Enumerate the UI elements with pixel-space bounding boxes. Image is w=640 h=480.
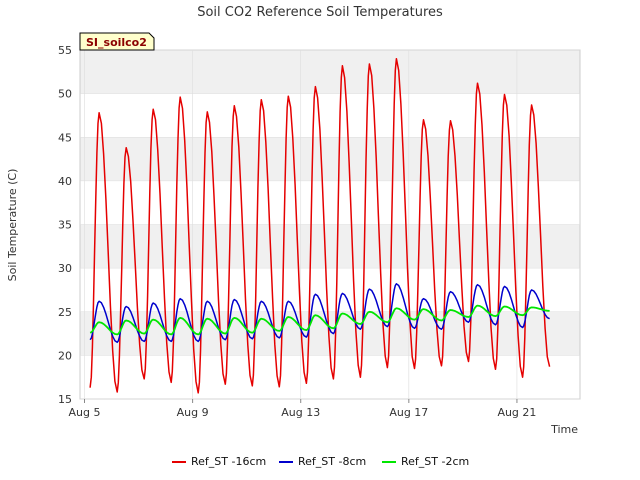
x-tick-label: Aug 5 bbox=[69, 406, 101, 419]
y-tick-label: 50 bbox=[58, 88, 72, 101]
site-badge-box bbox=[79, 32, 155, 51]
y-tick-label: 40 bbox=[58, 175, 72, 188]
legend-label: Ref_ST -2cm bbox=[401, 455, 469, 468]
plot-band bbox=[80, 224, 580, 269]
y-tick-label: 30 bbox=[58, 262, 72, 275]
x-axis-ticks: Aug 5 Aug 9 Aug 13 Aug 17 Aug 21 bbox=[69, 399, 536, 419]
y-axis-label: Soil Temperature (C) bbox=[6, 169, 19, 282]
chart-title: Soil CO2 Reference Soil Temperatures bbox=[197, 5, 443, 20]
y-tick-label: 35 bbox=[58, 219, 72, 232]
x-tick-label: Aug 21 bbox=[497, 406, 536, 419]
legend-label: Ref_ST -8cm bbox=[298, 455, 366, 468]
series-line bbox=[89, 57, 551, 394]
series-group bbox=[89, 57, 551, 394]
y-axis-ticks: 15 20 25 30 35 40 45 50 55 bbox=[58, 44, 72, 406]
y-tick-label: 55 bbox=[58, 44, 72, 57]
y-tick-label: 25 bbox=[58, 306, 72, 319]
plot-band bbox=[80, 50, 580, 94]
site-badge: SI_soilco2 bbox=[79, 32, 155, 51]
y-tick-label: 45 bbox=[58, 131, 72, 144]
x-tick-label: Aug 9 bbox=[177, 406, 209, 419]
legend-label: Ref_ST -16cm bbox=[191, 455, 266, 468]
x-axis-label: Time bbox=[550, 423, 578, 436]
legend: Ref_ST -16cm Ref_ST -8cm Ref_ST -2cm bbox=[172, 455, 469, 468]
series-line bbox=[89, 304, 550, 336]
site-badge-label: SI_soilco2 bbox=[86, 36, 147, 49]
plot-band bbox=[80, 137, 580, 181]
y-tick-label: 20 bbox=[58, 349, 72, 362]
x-tick-label: Aug 17 bbox=[389, 406, 428, 419]
x-tick-label: Aug 13 bbox=[281, 406, 320, 419]
y-tick-label: 15 bbox=[58, 393, 72, 406]
